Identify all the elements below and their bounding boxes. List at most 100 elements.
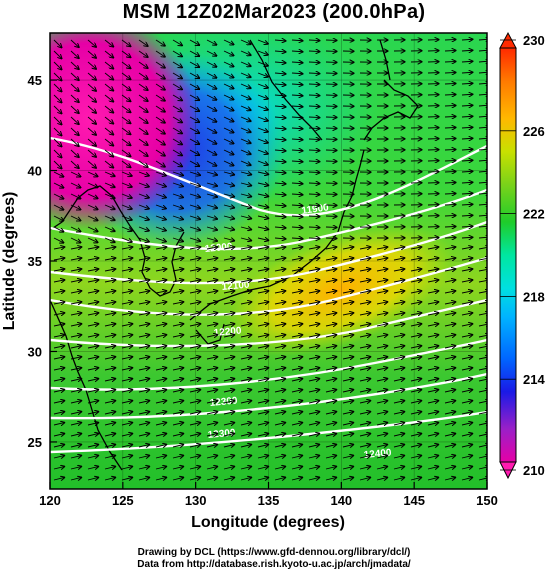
wind-arrow bbox=[291, 150, 303, 151]
wind-arrow bbox=[376, 422, 388, 425]
wind-arrow bbox=[478, 433, 487, 436]
wind-arrow bbox=[70, 237, 81, 243]
wind-arrow bbox=[257, 335, 269, 337]
wind-arrow bbox=[274, 379, 286, 381]
wind-arrow bbox=[478, 39, 487, 40]
wind-arrow bbox=[478, 247, 487, 249]
wind-arrow bbox=[427, 433, 439, 436]
x-tick-label: 130 bbox=[185, 493, 207, 508]
wind-arrow bbox=[274, 40, 286, 41]
y-tick-label: 45 bbox=[28, 73, 42, 88]
wind-arrow bbox=[53, 105, 62, 114]
wind-arrow bbox=[172, 401, 184, 403]
wind-arrow bbox=[53, 368, 65, 370]
wind-arrow bbox=[240, 72, 251, 77]
wind-arrow bbox=[172, 215, 183, 220]
wind-arrow bbox=[308, 139, 320, 140]
wind-arrow bbox=[359, 379, 371, 381]
wind-arrow bbox=[189, 72, 200, 78]
wind-arrow bbox=[240, 227, 252, 230]
wind-arrow bbox=[342, 291, 354, 293]
x-tick-label: 125 bbox=[112, 493, 134, 508]
wind-arrow bbox=[223, 422, 235, 425]
wind-arrow bbox=[444, 226, 456, 227]
wind-arrow bbox=[189, 357, 201, 359]
wind-arrow bbox=[291, 139, 303, 140]
wind-arrow bbox=[87, 226, 98, 232]
wind-arrow bbox=[104, 324, 116, 326]
wind-arrow bbox=[478, 105, 487, 106]
wind-arrow bbox=[444, 368, 456, 370]
wind-arrow bbox=[155, 72, 165, 79]
wind-arrow bbox=[87, 160, 96, 168]
wind-arrow bbox=[172, 237, 183, 242]
wind-arrow bbox=[461, 193, 473, 194]
wind-arrow bbox=[206, 313, 218, 315]
wind-arrow bbox=[308, 51, 320, 52]
wind-arrow bbox=[342, 324, 354, 326]
wind-arrow bbox=[206, 50, 217, 56]
wind-arrow bbox=[257, 183, 269, 185]
wind-arrow bbox=[104, 422, 116, 425]
wind-arrow bbox=[308, 346, 320, 348]
wind-arrow bbox=[308, 422, 320, 425]
wind-arrow bbox=[291, 412, 303, 414]
wind-arrow bbox=[274, 128, 286, 129]
wind-arrow bbox=[206, 412, 218, 414]
wind-arrow bbox=[223, 94, 234, 100]
wind-arrow bbox=[427, 324, 439, 326]
wind-arrow bbox=[291, 40, 303, 41]
wind-arrow bbox=[70, 401, 82, 403]
wind-arrow bbox=[189, 216, 200, 219]
wind-arrow bbox=[53, 247, 65, 249]
wind-arrow bbox=[223, 390, 235, 392]
wind-arrow bbox=[155, 39, 165, 46]
wind-arrow bbox=[70, 39, 79, 47]
wind-arrow bbox=[104, 127, 114, 135]
wind-arrow bbox=[172, 335, 184, 337]
wind-arrow bbox=[87, 171, 98, 177]
wind-arrow bbox=[206, 116, 217, 122]
wind-arrow bbox=[342, 401, 354, 403]
wind-arrow bbox=[461, 401, 473, 403]
wind-arrow bbox=[359, 302, 371, 304]
wind-arrow bbox=[410, 466, 422, 469]
wind-arrow bbox=[172, 204, 183, 209]
wind-arrow bbox=[155, 444, 167, 447]
wind-arrow bbox=[478, 335, 487, 337]
wind-arrow bbox=[461, 313, 473, 315]
wind-arrow bbox=[138, 204, 149, 209]
wind-arrow bbox=[189, 105, 200, 111]
wind-arrow bbox=[376, 324, 388, 326]
wind-arrow bbox=[53, 357, 65, 359]
wind-arrow bbox=[121, 269, 133, 271]
wind-arrow bbox=[308, 172, 320, 173]
wind-arrow bbox=[257, 105, 268, 110]
wind-arrow bbox=[376, 258, 388, 260]
y-tick-label: 30 bbox=[28, 344, 42, 359]
wind-arrow bbox=[240, 172, 252, 175]
wind-arrow bbox=[70, 313, 82, 315]
wind-arrow bbox=[240, 83, 251, 88]
y-tick-label: 35 bbox=[28, 254, 42, 269]
wind-arrow bbox=[206, 269, 218, 271]
wind-arrow bbox=[342, 444, 354, 447]
wind-arrow bbox=[461, 291, 473, 293]
wind-arrow bbox=[104, 368, 116, 370]
wind-arrow bbox=[461, 72, 473, 73]
wind-arrow bbox=[478, 390, 487, 392]
wind-arrow bbox=[189, 227, 200, 230]
wind-arrow bbox=[223, 291, 235, 293]
wind-arrow bbox=[257, 433, 269, 436]
wind-arrow bbox=[70, 433, 82, 436]
wind-arrow bbox=[427, 401, 439, 403]
wind-arrow bbox=[206, 194, 218, 197]
wind-arrow bbox=[240, 238, 252, 241]
wind-arrow bbox=[444, 280, 456, 282]
wind-arrow bbox=[53, 193, 64, 199]
wind-arrow bbox=[155, 127, 165, 134]
y-tick-label: 25 bbox=[28, 435, 42, 450]
wind-arrow bbox=[121, 182, 132, 187]
wind-arrow bbox=[478, 204, 487, 205]
wind-arrow bbox=[393, 422, 405, 425]
